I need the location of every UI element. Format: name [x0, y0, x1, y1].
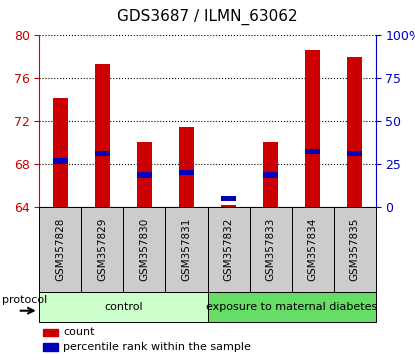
FancyBboxPatch shape: [208, 207, 249, 292]
Text: exposure to maternal diabetes: exposure to maternal diabetes: [206, 302, 377, 312]
Bar: [179, 127, 194, 207]
Text: GSM357831: GSM357831: [181, 218, 191, 281]
Bar: [53, 98, 68, 207]
FancyBboxPatch shape: [39, 207, 81, 292]
Bar: [221, 196, 236, 201]
Text: GSM357830: GSM357830: [139, 218, 149, 281]
Bar: [179, 170, 194, 176]
Text: GSM357829: GSM357829: [98, 218, 107, 281]
Text: GSM357832: GSM357832: [224, 218, 234, 281]
Bar: [43, 329, 58, 336]
Text: percentile rank within the sample: percentile rank within the sample: [63, 342, 251, 352]
Bar: [347, 57, 362, 207]
Bar: [263, 142, 278, 207]
Bar: [53, 158, 68, 164]
Text: GSM357834: GSM357834: [308, 218, 317, 281]
Text: GDS3687 / ILMN_63062: GDS3687 / ILMN_63062: [117, 9, 298, 25]
Bar: [95, 151, 110, 156]
FancyBboxPatch shape: [166, 207, 208, 292]
Text: protocol: protocol: [2, 296, 47, 306]
Text: GSM357833: GSM357833: [266, 218, 276, 281]
Bar: [263, 172, 278, 178]
FancyBboxPatch shape: [249, 207, 291, 292]
Bar: [137, 142, 152, 207]
Bar: [305, 149, 320, 154]
Bar: [137, 172, 152, 178]
Text: GSM357835: GSM357835: [349, 218, 359, 281]
Text: GSM357828: GSM357828: [56, 218, 66, 281]
Bar: [43, 343, 58, 351]
Text: control: control: [104, 302, 143, 312]
FancyBboxPatch shape: [124, 207, 166, 292]
FancyBboxPatch shape: [291, 207, 334, 292]
FancyBboxPatch shape: [334, 207, 376, 292]
Bar: [221, 205, 236, 207]
FancyBboxPatch shape: [81, 207, 124, 292]
Text: count: count: [63, 327, 95, 337]
FancyBboxPatch shape: [39, 292, 208, 322]
Bar: [305, 50, 320, 207]
Bar: [95, 64, 110, 207]
Bar: [347, 151, 362, 156]
FancyBboxPatch shape: [208, 292, 376, 322]
